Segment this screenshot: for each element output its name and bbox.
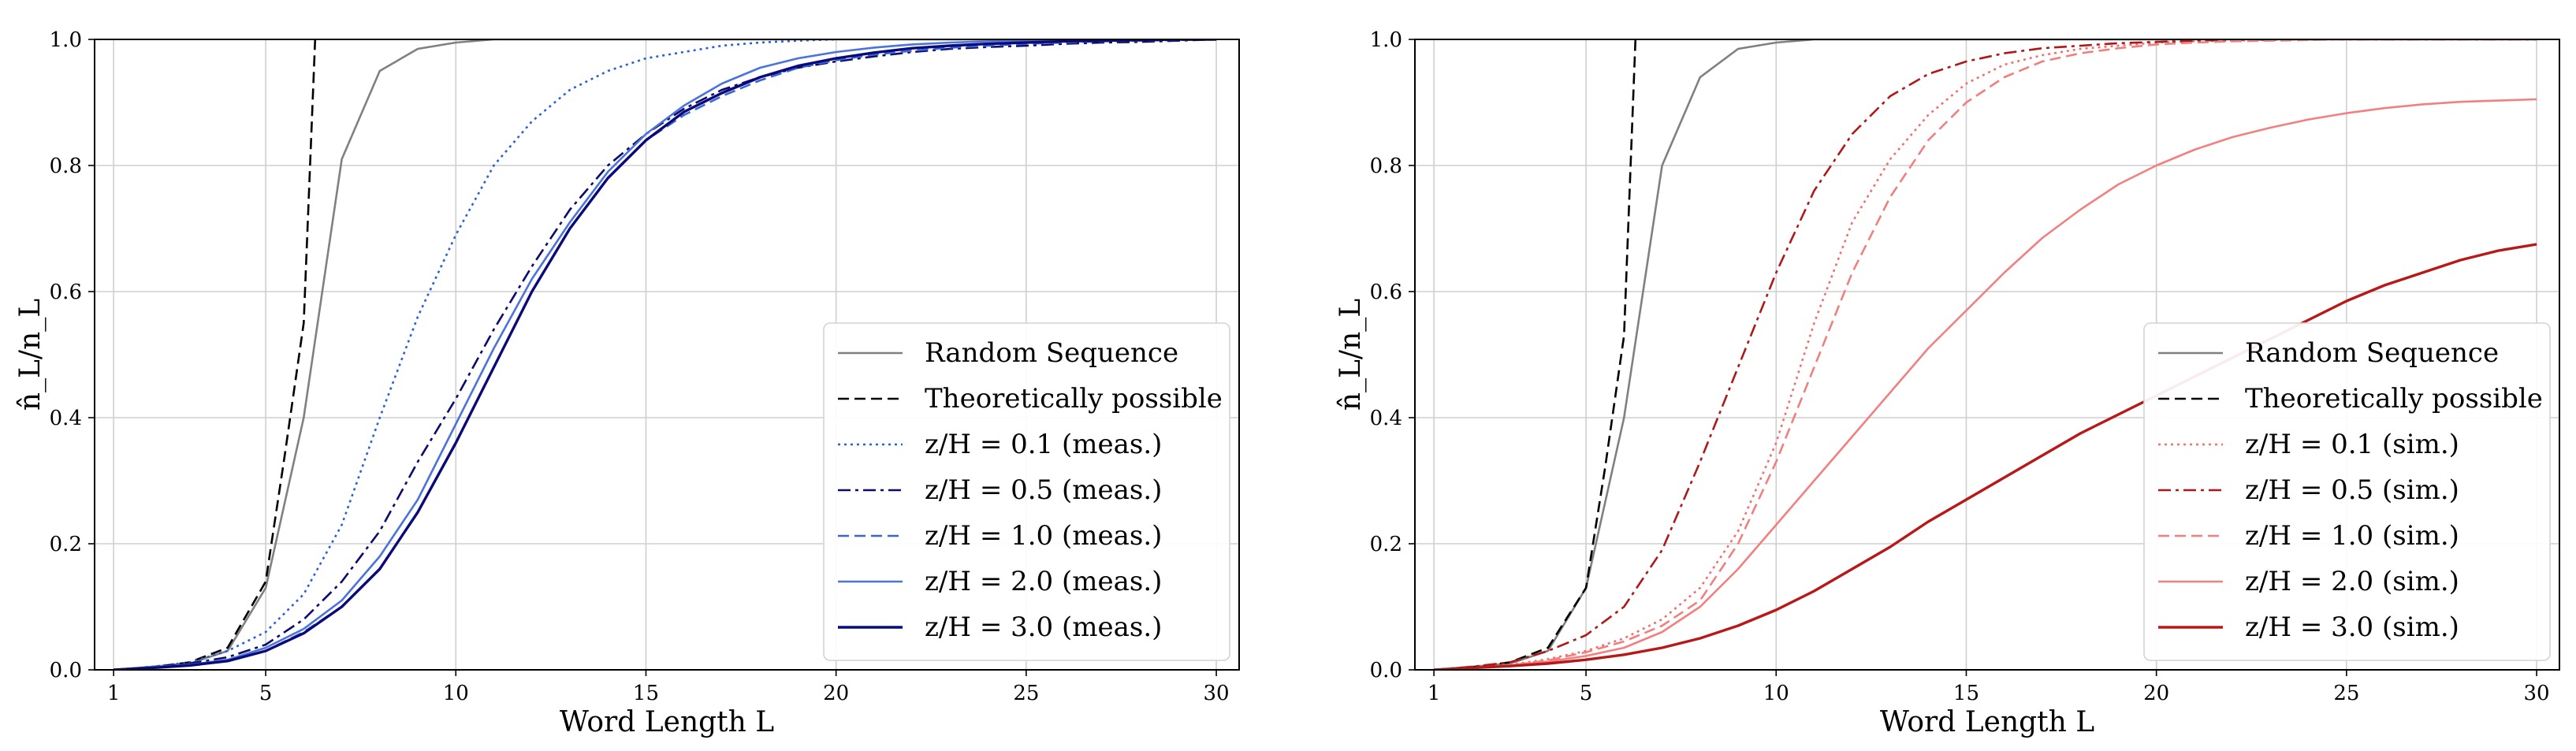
left-legend-box (823, 322, 1230, 661)
left-legend-label-0: Random Sequence (925, 337, 1178, 369)
left-legend: Random Sequence Theoretically possible z/H… (823, 322, 1230, 661)
left-series-line-0 (113, 39, 1217, 670)
left-series-group (113, 39, 1217, 670)
right-y-tick-label: 0.8 (1370, 154, 1402, 178)
left-legend-label-2: z/H = 0.1 (meas.) (925, 429, 1162, 460)
left-axes-frame (94, 39, 1240, 671)
right-legend-label-3: z/H = 0.5 (sim.) (2245, 474, 2459, 506)
left-series-line-2 (113, 39, 836, 670)
right-y-axis-label: n̂_L/n_L (1335, 299, 1367, 411)
left-x-axis-label: Word Length L (560, 706, 774, 738)
right-series-line-3 (1433, 39, 2537, 670)
right-legend-label-1: Theoretically possible (2245, 383, 2543, 415)
left-x-tick-label: 5 (259, 682, 273, 705)
right-x-tick-label: 30 (2524, 682, 2550, 705)
right-legend-label-0: Random Sequence (2245, 337, 2499, 369)
right-legend-label-6: z/H = 3.0 (sim.) (2245, 612, 2459, 643)
right-axes-frame (1414, 39, 2560, 671)
left-legend-label-1: Theoretically possible (925, 383, 1223, 415)
right-legend-label-5: z/H = 2.0 (sim.) (2245, 566, 2459, 597)
left-y-tick-label: 1.0 (50, 28, 82, 52)
right-y-tick-label: 0.0 (1370, 659, 1402, 682)
left-x-tick-label: 25 (1013, 682, 1039, 705)
left-y-tick-label: 0.8 (50, 154, 82, 178)
left-series-line-5 (114, 39, 1217, 670)
left-legend-label-5: z/H = 2.0 (meas.) (925, 566, 1162, 597)
right-y-tick-label: 0.2 (1370, 533, 1402, 556)
right-legend-label-4: z/H = 1.0 (sim.) (2245, 520, 2459, 552)
left-y-tick-label: 0.4 (50, 407, 82, 430)
left-y-tick-label: 0.2 (50, 533, 82, 556)
right-x-axis-label: Word Length L (1880, 706, 2094, 738)
left-x-tick-label: 30 (1204, 682, 1230, 705)
left-series-line-6 (114, 39, 1217, 670)
right-series-line-5 (1434, 98, 2537, 670)
right-x-tick-label: 25 (2333, 682, 2359, 705)
right-x-tick-label: 5 (1580, 682, 1593, 705)
right-series-line-0 (1433, 39, 2537, 670)
right-series-line-4 (1434, 39, 2537, 670)
left-series-line-1 (114, 39, 317, 670)
right-x-tick-label: 10 (1763, 682, 1789, 705)
right-series-line-1 (1434, 39, 1637, 670)
left-x-tick-label: 10 (443, 682, 469, 705)
left-y-tick-label: 0.6 (50, 281, 82, 304)
right-legend-box (2143, 322, 2551, 661)
right-series-group (1433, 39, 2537, 670)
right-x-tick-label: 1 (1428, 682, 1441, 705)
left-legend-label-4: z/H = 1.0 (meas.) (925, 520, 1162, 552)
right-y-tick-label: 0.6 (1370, 281, 1402, 304)
left-x-tick-label: 1 (107, 682, 121, 705)
right-y-tick-label: 1.0 (1370, 28, 1402, 52)
left-x-tick-label: 20 (823, 682, 849, 705)
left-legend-label-3: z/H = 0.5 (meas.) (925, 474, 1162, 506)
left-y-tick-label: 0.0 (50, 659, 82, 682)
right-series-line-6 (1434, 243, 2537, 670)
right-y-tick-label: 0.4 (1370, 407, 1402, 430)
right-legend: Random Sequence Theoretically possible z/H… (2143, 322, 2551, 661)
left-y-axis-label: n̂_L/n_L (14, 299, 47, 411)
right-legend-label-2: z/H = 0.1 (sim.) (2245, 429, 2459, 460)
left-legend-label-6: z/H = 3.0 (meas.) (925, 612, 1162, 643)
left-x-tick-label: 15 (633, 682, 659, 705)
right-x-tick-label: 20 (2143, 682, 2169, 705)
right-x-tick-label: 15 (1953, 682, 1979, 705)
